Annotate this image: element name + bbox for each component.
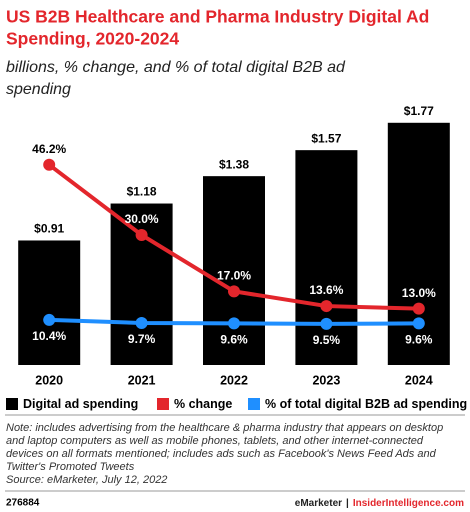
chart-title: US B2B Healthcare and Pharma Industry Di… [6,7,429,27]
line-value-label: 9.6% [220,333,248,347]
line-point [228,317,240,330]
line-value-label: 9.5% [313,333,341,347]
chart-subtitle: spending [6,81,71,98]
line-point [320,317,333,330]
note: Source: eMarketer, July 12, 2022 [6,474,167,486]
bar-value-label: $0.91 [34,222,64,236]
line-value-label: 13.6% [309,283,343,297]
line-point [43,313,56,326]
bar-value-label: $1.18 [127,185,157,199]
x-tick-label: 2024 [405,373,433,387]
bar-value-label: $1.57 [311,131,341,145]
note: devices on all formats mentioned; includ… [6,448,437,460]
bar-value-label: $1.77 [404,104,434,118]
line-value-label: 46.2% [32,142,66,156]
x-tick-label: 2020 [35,373,63,387]
line-point [412,302,425,315]
line-point [43,158,56,171]
line-point [320,300,333,313]
x-tick-label: 2023 [312,373,340,387]
note: Twitter's Promoted Tweets [6,461,135,473]
line-point [412,317,425,330]
legend-label: % change [174,397,232,411]
line-value-label: 10.4% [32,329,66,343]
line-value-label: 9.6% [405,333,433,347]
legend-swatch [248,398,260,410]
note: Note: includes advertising from the heal… [6,422,443,434]
chart-title: Spending, 2020-2024 [6,29,179,49]
line-value-label: 9.7% [128,332,156,346]
chart-subtitle: billions, % change, and % of total digit… [6,59,346,76]
line-point [228,285,240,298]
legend-swatch [6,398,18,410]
x-tick-label: 2022 [220,373,248,387]
line-value-label: 30.0% [125,212,159,226]
footer-id: 276884 [6,498,40,509]
bar [18,240,81,365]
line-value-label: 17.0% [217,269,251,283]
footer-credit: eMarketer | InsiderIntelligence.com [295,498,464,509]
footer-part: InsiderIntelligence.com [353,498,464,509]
footer-part: | [346,498,349,509]
footer-part: eMarketer [295,498,342,509]
note: and laptop computers as well as mobile p… [6,435,424,447]
bar-value-label: $1.38 [219,157,249,171]
legend-label: % of total digital B2B ad spending [265,397,467,411]
bar [203,176,265,365]
line-point [135,229,148,241]
x-tick-label: 2021 [128,373,156,387]
line-value-label: 13.0% [402,286,436,300]
legend-label: Digital ad spending [23,397,138,411]
line-point [135,316,148,329]
legend-swatch [157,398,169,410]
